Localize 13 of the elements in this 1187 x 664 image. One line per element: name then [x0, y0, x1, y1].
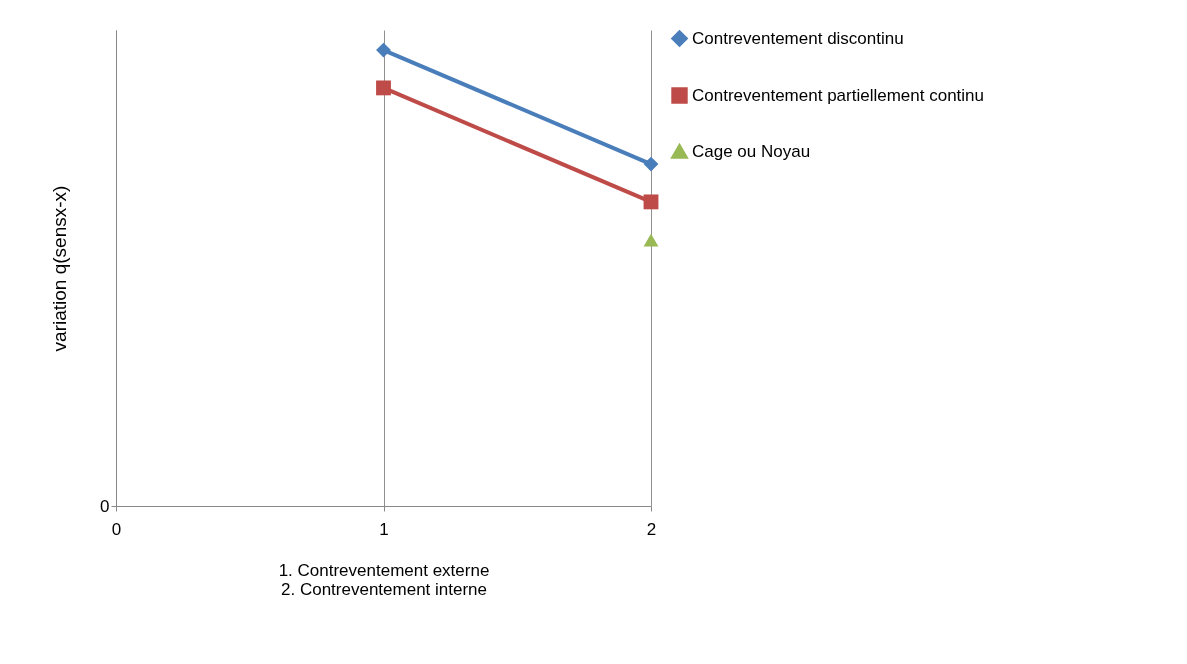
x-tick-label: 2: [646, 519, 657, 539]
point: [643, 156, 659, 172]
legend-label: Contreventement discontinu: [692, 28, 904, 48]
point: [643, 233, 659, 247]
text: 0: [100, 496, 110, 516]
y-axis-title: variation q(sensx-x): [49, 185, 71, 352]
legend-label: Cage ou Noyau: [692, 141, 811, 161]
legend-label: Contreventement partiellement continu: [692, 85, 984, 105]
point: [643, 194, 659, 210]
x-tick-label: 0: [111, 519, 122, 539]
x-tick-label: 1: [379, 519, 389, 539]
point: [376, 80, 391, 96]
x-axis-title: 1. Contreventement externe 2. Contreventement interne: [278, 560, 490, 599]
